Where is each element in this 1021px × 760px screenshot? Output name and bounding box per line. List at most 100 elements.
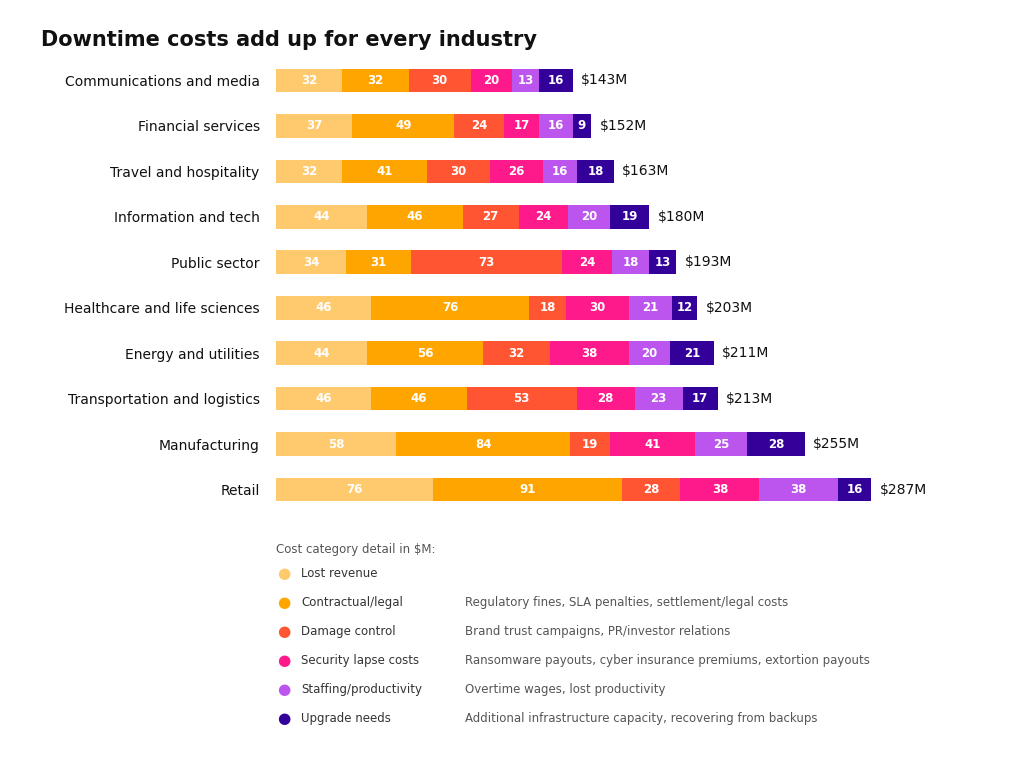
Text: 32: 32 — [508, 347, 525, 359]
Bar — [471, 68, 513, 92]
Text: Upgrade needs: Upgrade needs — [301, 711, 391, 725]
Text: Lost revenue: Lost revenue — [301, 567, 378, 581]
Text: 17: 17 — [692, 392, 709, 405]
Bar — [276, 68, 342, 92]
Bar — [567, 296, 629, 319]
Text: Downtime costs add up for every industry: Downtime costs add up for every industry — [41, 30, 537, 50]
Bar — [367, 341, 483, 365]
Text: $143M: $143M — [581, 74, 628, 87]
Bar — [504, 114, 539, 138]
Bar — [434, 478, 623, 502]
Text: 21: 21 — [684, 347, 700, 359]
Text: Damage control: Damage control — [301, 625, 396, 638]
Bar — [367, 205, 463, 229]
Text: 41: 41 — [644, 438, 661, 451]
Text: 24: 24 — [535, 211, 551, 223]
Text: 20: 20 — [484, 74, 499, 87]
Text: $255M: $255M — [814, 437, 861, 451]
Bar — [612, 251, 649, 274]
Bar — [747, 432, 805, 456]
Text: 28: 28 — [643, 483, 660, 496]
Text: $180M: $180M — [658, 210, 706, 224]
Text: 20: 20 — [581, 211, 597, 223]
Bar — [683, 387, 718, 410]
Bar — [463, 205, 519, 229]
Text: 30: 30 — [589, 301, 605, 314]
Text: 44: 44 — [313, 347, 330, 359]
Text: 18: 18 — [539, 301, 555, 314]
Text: 30: 30 — [432, 74, 448, 87]
Bar — [276, 387, 372, 410]
Text: 46: 46 — [315, 301, 332, 314]
Bar — [342, 68, 408, 92]
Text: 76: 76 — [442, 301, 458, 314]
Text: 38: 38 — [790, 483, 807, 496]
Text: Overtime wages, lost productivity: Overtime wages, lost productivity — [465, 682, 665, 696]
Text: 34: 34 — [303, 256, 320, 269]
Bar — [539, 114, 573, 138]
Bar — [467, 387, 577, 410]
Text: 27: 27 — [482, 211, 498, 223]
Bar — [410, 251, 563, 274]
Text: 53: 53 — [514, 392, 530, 405]
Bar — [838, 478, 872, 502]
Text: 32: 32 — [368, 74, 384, 87]
Text: 32: 32 — [301, 74, 317, 87]
Text: $163M: $163M — [623, 164, 670, 179]
Bar — [408, 68, 471, 92]
Text: 30: 30 — [450, 165, 467, 178]
Bar — [513, 68, 539, 92]
Text: $213M: $213M — [726, 391, 774, 406]
Text: 91: 91 — [520, 483, 536, 496]
Text: 16: 16 — [552, 165, 569, 178]
Text: 38: 38 — [581, 347, 597, 359]
Text: 32: 32 — [301, 165, 317, 178]
Bar — [372, 387, 467, 410]
Bar — [760, 478, 838, 502]
Text: $211M: $211M — [722, 346, 770, 360]
Text: 24: 24 — [471, 119, 487, 132]
Text: 26: 26 — [508, 165, 525, 178]
Text: $152M: $152M — [599, 119, 646, 133]
Text: $193M: $193M — [685, 255, 732, 269]
Text: $203M: $203M — [706, 301, 752, 315]
Bar — [672, 296, 697, 319]
Text: 13: 13 — [654, 256, 671, 269]
Text: Contractual/legal: Contractual/legal — [301, 596, 403, 610]
Bar — [396, 432, 571, 456]
Text: 38: 38 — [712, 483, 728, 496]
Bar — [276, 160, 342, 183]
Text: 31: 31 — [371, 256, 387, 269]
Text: 84: 84 — [475, 438, 491, 451]
Text: 12: 12 — [677, 301, 693, 314]
Text: 18: 18 — [587, 165, 603, 178]
Text: 16: 16 — [846, 483, 863, 496]
Text: 16: 16 — [547, 119, 565, 132]
Text: Additional infrastructure capacity, recovering from backups: Additional infrastructure capacity, reco… — [465, 711, 817, 725]
Bar — [346, 251, 410, 274]
Text: 28: 28 — [768, 438, 784, 451]
Text: 16: 16 — [547, 74, 565, 87]
Text: 46: 46 — [410, 392, 427, 405]
Text: 23: 23 — [650, 392, 667, 405]
Bar — [577, 387, 635, 410]
Bar — [695, 432, 747, 456]
Bar — [427, 160, 489, 183]
Bar — [276, 114, 352, 138]
Bar — [577, 160, 614, 183]
Text: 73: 73 — [478, 256, 494, 269]
Bar — [529, 296, 567, 319]
Text: ●: ● — [278, 566, 290, 581]
Text: 9: 9 — [578, 119, 586, 132]
Bar — [276, 432, 396, 456]
Bar — [649, 251, 676, 274]
Text: Security lapse costs: Security lapse costs — [301, 654, 420, 667]
Text: Brand trust campaigns, PR/investor relations: Brand trust campaigns, PR/investor relat… — [465, 625, 730, 638]
Text: 37: 37 — [306, 119, 323, 132]
Bar — [276, 478, 434, 502]
Text: ●: ● — [278, 653, 290, 668]
Text: 46: 46 — [406, 211, 423, 223]
Text: Ransomware payouts, cyber insurance premiums, extortion payouts: Ransomware payouts, cyber insurance prem… — [465, 654, 870, 667]
Text: 44: 44 — [313, 211, 330, 223]
Bar — [276, 205, 367, 229]
